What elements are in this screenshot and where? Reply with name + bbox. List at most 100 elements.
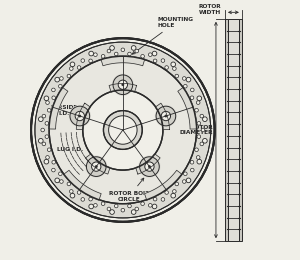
Circle shape [58, 172, 62, 176]
Polygon shape [101, 56, 145, 66]
Circle shape [165, 66, 168, 69]
Circle shape [109, 116, 137, 144]
Circle shape [81, 198, 85, 201]
Circle shape [138, 155, 160, 178]
Text: FARSIDE
I.D.: FARSIDE I.D. [51, 105, 101, 116]
Circle shape [67, 182, 71, 186]
Circle shape [190, 88, 194, 92]
Circle shape [171, 62, 175, 67]
Circle shape [195, 148, 198, 152]
Circle shape [38, 117, 43, 121]
Circle shape [145, 162, 154, 171]
Circle shape [112, 74, 134, 96]
Circle shape [152, 204, 157, 209]
Circle shape [60, 77, 63, 80]
Circle shape [52, 160, 56, 164]
Circle shape [148, 53, 152, 56]
Circle shape [141, 202, 144, 205]
Circle shape [110, 46, 114, 50]
Circle shape [141, 55, 144, 58]
Circle shape [190, 168, 194, 172]
Polygon shape [109, 83, 136, 92]
Text: MOUNTING
HOLE: MOUNTING HOLE [132, 17, 194, 54]
Circle shape [148, 166, 151, 168]
Wedge shape [35, 42, 211, 218]
Circle shape [114, 52, 118, 56]
Circle shape [202, 139, 207, 143]
Circle shape [161, 111, 170, 121]
Circle shape [113, 75, 133, 95]
Circle shape [69, 105, 91, 127]
Circle shape [81, 59, 85, 62]
Polygon shape [76, 103, 91, 129]
Circle shape [161, 59, 165, 62]
Circle shape [101, 55, 105, 58]
Circle shape [70, 106, 90, 126]
Polygon shape [145, 170, 182, 200]
Circle shape [128, 52, 131, 56]
Circle shape [70, 67, 73, 70]
Polygon shape [178, 87, 197, 129]
Circle shape [31, 38, 215, 222]
Circle shape [70, 62, 75, 67]
Circle shape [155, 105, 177, 127]
Text: ROTOR
WIDTH: ROTOR WIDTH [198, 4, 221, 15]
Circle shape [77, 66, 81, 69]
Circle shape [135, 49, 139, 53]
Bar [225, 19, 228, 241]
Circle shape [131, 46, 136, 50]
Circle shape [186, 77, 191, 82]
Circle shape [121, 208, 125, 212]
Circle shape [172, 67, 176, 70]
Circle shape [153, 59, 157, 63]
Circle shape [172, 190, 176, 193]
Circle shape [152, 51, 157, 56]
Circle shape [197, 121, 201, 125]
Circle shape [140, 157, 159, 177]
Bar [239, 19, 242, 241]
Circle shape [52, 168, 55, 172]
Circle shape [89, 51, 94, 56]
Circle shape [184, 172, 187, 176]
Circle shape [153, 197, 157, 201]
Circle shape [182, 180, 186, 183]
Text: ROTOR
DIAMETER: ROTOR DIAMETER [180, 125, 213, 135]
Circle shape [156, 106, 176, 126]
Circle shape [55, 77, 59, 82]
Circle shape [38, 139, 43, 143]
Circle shape [44, 96, 49, 101]
Circle shape [94, 53, 97, 56]
Circle shape [190, 96, 194, 100]
Circle shape [46, 101, 49, 105]
Circle shape [171, 193, 175, 198]
Circle shape [42, 142, 46, 146]
Circle shape [85, 155, 107, 178]
Polygon shape [49, 87, 68, 129]
Bar [228, 19, 239, 241]
Circle shape [101, 202, 105, 205]
Circle shape [41, 128, 44, 132]
Circle shape [186, 178, 191, 183]
Circle shape [200, 114, 204, 118]
Circle shape [135, 207, 139, 211]
Circle shape [175, 74, 178, 78]
Circle shape [122, 84, 124, 86]
Circle shape [47, 108, 51, 112]
Circle shape [103, 110, 142, 150]
Polygon shape [63, 170, 101, 200]
Circle shape [89, 204, 94, 209]
Circle shape [67, 74, 71, 78]
Circle shape [95, 166, 97, 168]
Circle shape [94, 204, 97, 207]
Circle shape [202, 117, 207, 121]
Circle shape [45, 135, 49, 139]
Circle shape [46, 155, 49, 159]
Circle shape [118, 80, 128, 89]
Circle shape [89, 59, 92, 63]
Circle shape [165, 115, 167, 117]
Circle shape [70, 193, 75, 198]
Circle shape [195, 108, 198, 112]
Circle shape [75, 111, 85, 121]
Circle shape [197, 159, 202, 164]
Circle shape [58, 84, 62, 88]
